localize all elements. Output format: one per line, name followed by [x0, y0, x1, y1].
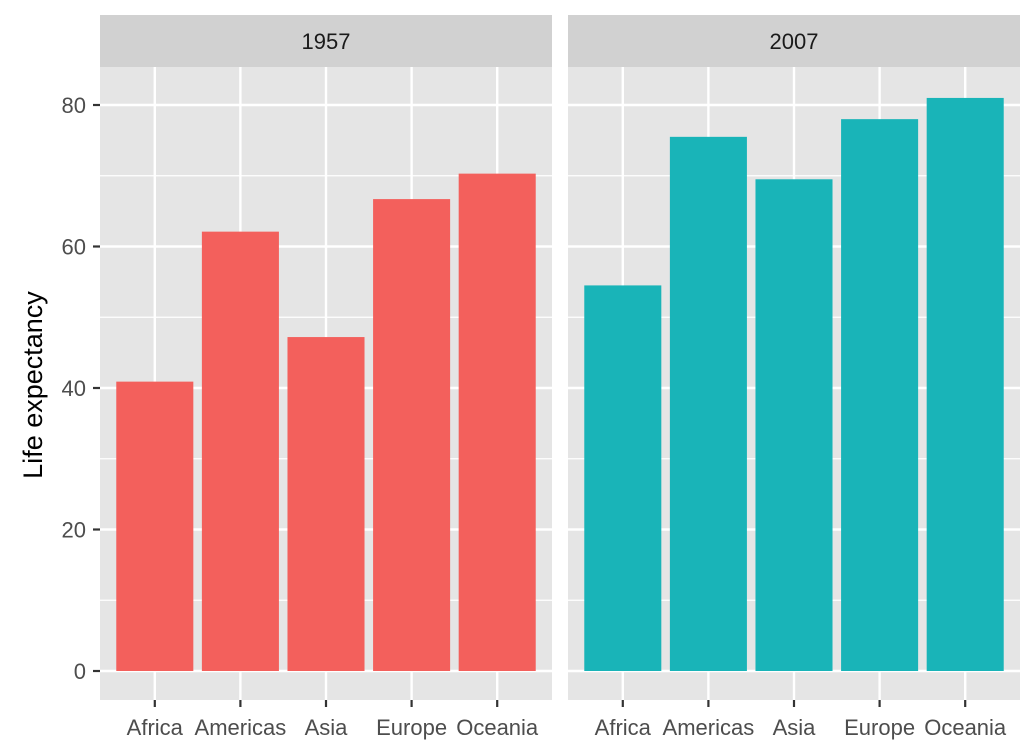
facet-strip-label: 1957 — [302, 29, 351, 54]
facet-panel-1957: 1957 Africa Americas Asia Europe Oceania — [100, 15, 552, 740]
x-tick-label-africa: Africa — [127, 715, 184, 740]
facet-strip — [100, 15, 552, 67]
x-tick-label-asia: Asia — [773, 715, 817, 740]
y-tick-label-60: 60 — [62, 235, 86, 260]
bar-2007-americas — [669, 136, 747, 671]
x-tick-label-oceania: Oceania — [456, 715, 539, 740]
x-tick-label-europe: Europe — [376, 715, 447, 740]
bar-1957-americas — [201, 231, 279, 671]
x-tick-label-africa: Africa — [595, 715, 652, 740]
y-axis: 0 20 40 60 80 — [62, 93, 100, 684]
x-tick-label-asia: Asia — [305, 715, 349, 740]
facet-strip — [568, 15, 1020, 67]
y-axis-title: Life expectancy — [18, 291, 48, 479]
x-tick-label-americas: Americas — [195, 715, 287, 740]
y-tick-label-40: 40 — [62, 376, 86, 401]
bar-2007-asia — [755, 179, 833, 671]
facet-strip-label: 2007 — [770, 29, 819, 54]
bar-2007-africa — [584, 285, 662, 671]
y-tick-label-0: 0 — [74, 659, 86, 684]
bar-1957-asia — [287, 337, 365, 671]
bar-2007-europe — [841, 119, 919, 671]
y-tick-label-20: 20 — [62, 518, 86, 543]
y-tick-label-80: 80 — [62, 93, 86, 118]
bar-1957-europe — [373, 199, 451, 671]
x-tick-label-americas: Americas — [663, 715, 755, 740]
facet-panels: 1957 Africa Americas Asia Europe Oceania 2007 A… — [100, 15, 1020, 740]
bar-2007-oceania — [926, 97, 1004, 672]
x-tick-label-oceania: Oceania — [924, 715, 1007, 740]
bar-1957-africa — [116, 381, 194, 671]
x-tick-label-europe: Europe — [844, 715, 915, 740]
bar-1957-oceania — [458, 173, 536, 671]
facet-panel-2007: 2007 Africa Americas Asia Europe Oceania — [568, 15, 1020, 740]
